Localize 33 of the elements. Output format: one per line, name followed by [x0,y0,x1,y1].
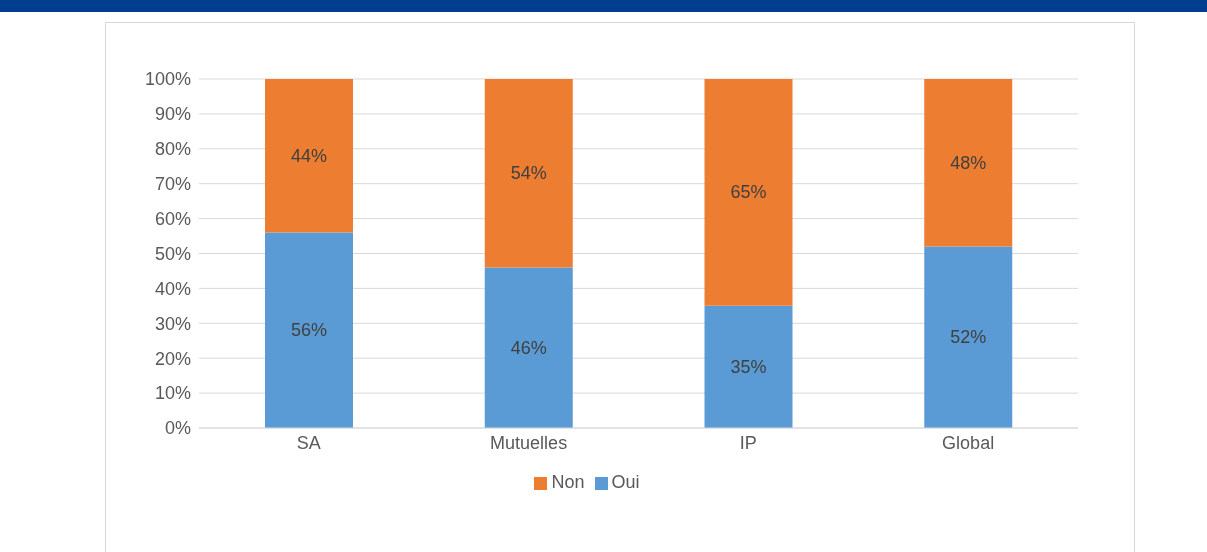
data-label: 44% [290,145,328,166]
y-tick-label: 20% [154,348,191,369]
bar [484,267,573,428]
bar [924,246,1013,428]
x-tick-label: Global [942,432,995,453]
y-tick-label: 50% [154,243,191,264]
bar [924,79,1013,247]
y-tick-label: 80% [154,139,191,160]
data-label: 52% [950,327,987,348]
x-tick-label: IP [739,432,757,453]
data-label: 46% [510,337,547,358]
y-tick-label: 70% [154,174,191,195]
y-tick-label: 0% [164,418,191,439]
bar [704,305,793,428]
y-tick-label: 40% [154,278,191,299]
y-tick-label: 30% [154,313,191,334]
y-tick-label: 90% [154,104,191,125]
bar [265,79,353,233]
data-label: 35% [730,356,767,377]
y-tick-label: 100% [144,69,191,90]
data-label: 48% [950,152,987,173]
data-label: 56% [290,320,328,341]
data-label: 65% [730,182,767,203]
x-tick-label: SA [296,432,321,453]
legend-label: Oui [611,472,640,492]
x-tick-label: Mutuelles [490,432,568,453]
y-tick-label: 10% [154,383,191,404]
data-label: 54% [510,163,547,184]
bar [704,79,793,306]
bar [484,79,573,268]
bar [265,232,353,428]
y-tick-label: 60% [154,208,191,229]
legend-label: Non [551,472,585,492]
